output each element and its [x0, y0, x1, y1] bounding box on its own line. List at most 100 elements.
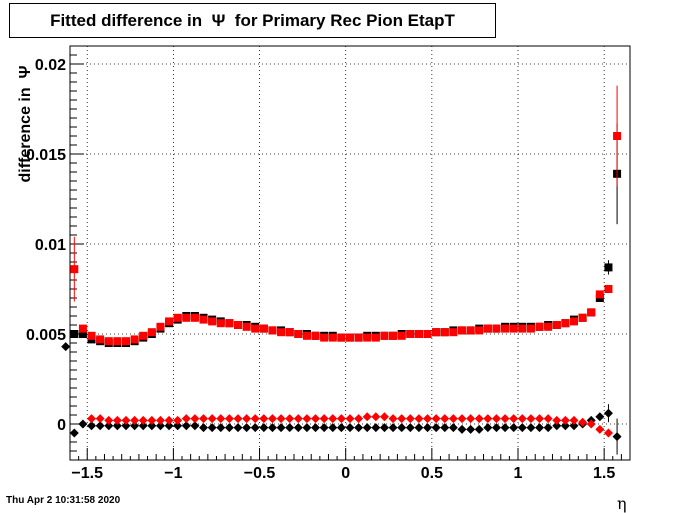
data-point: [552, 415, 562, 425]
data-point: [173, 415, 183, 425]
data-point: [535, 423, 545, 433]
data-point: [336, 414, 346, 424]
data-point: [466, 424, 476, 434]
data-point: [233, 414, 243, 424]
data-point: [251, 324, 260, 333]
data-point: [604, 285, 613, 293]
data-point: [285, 414, 295, 424]
data-point: [604, 263, 613, 272]
data-point: [544, 322, 553, 331]
data-point: [526, 414, 536, 424]
data-point: [302, 414, 312, 424]
data-point: [139, 331, 148, 340]
data-point: [397, 423, 407, 433]
data-point: [121, 421, 131, 431]
data-point: [199, 315, 208, 324]
data-point: [164, 421, 174, 431]
data-point: [276, 414, 286, 424]
data-point: [595, 290, 604, 299]
data-point: [388, 414, 398, 424]
data-point: [345, 423, 355, 433]
series-3: [87, 412, 613, 438]
data-point: [371, 412, 381, 422]
data-point: [113, 337, 122, 346]
data-point: [603, 428, 613, 438]
data-point: [483, 414, 493, 424]
data-point: [517, 414, 527, 424]
data-point: [208, 317, 217, 326]
series-1: [70, 85, 622, 346]
data-point: [560, 421, 570, 431]
data-point: [449, 328, 458, 337]
data-point: [328, 423, 338, 433]
x-tick-label: 1.5: [593, 465, 615, 482]
data-point: [190, 313, 199, 322]
data-point: [595, 424, 605, 434]
data-point: [311, 331, 320, 340]
y-axis-label: difference in Ψ: [17, 65, 34, 183]
data-point: [165, 317, 174, 326]
data-point: [155, 421, 165, 431]
data-point: [345, 414, 355, 424]
data-point: [164, 415, 174, 425]
data-point: [474, 414, 484, 424]
data-point: [147, 421, 157, 431]
x-tick-label: −1: [164, 465, 182, 482]
data-point: [234, 321, 242, 329]
data-point: [216, 319, 225, 328]
x-tick-label: 0.5: [421, 465, 443, 482]
data-point: [285, 328, 294, 337]
data-point: [561, 319, 570, 328]
data-point: [474, 424, 484, 434]
data-point: [112, 421, 122, 431]
data-point: [285, 423, 295, 433]
data-point: [233, 423, 243, 433]
data-point: [491, 414, 501, 424]
data-point: [414, 330, 423, 338]
data-point: [320, 333, 329, 342]
data-point: [121, 415, 131, 425]
data-point: [501, 324, 510, 333]
data-point: [431, 414, 441, 424]
data-point: [483, 324, 492, 333]
data-point: [371, 333, 380, 342]
data-point: [181, 421, 191, 431]
data-point: [259, 414, 269, 424]
data-point: [302, 331, 311, 340]
data-point: [346, 333, 354, 342]
data-point: [242, 414, 252, 424]
data-point: [517, 423, 527, 433]
data-point: [587, 308, 596, 317]
data-point: [259, 423, 269, 433]
data-point: [578, 417, 588, 427]
data-point: [535, 322, 544, 331]
data-point: [543, 423, 553, 433]
data-point: [69, 428, 79, 438]
data-point: [250, 414, 260, 424]
data-point: [423, 330, 432, 338]
data-point: [603, 408, 613, 418]
data-point: [423, 423, 433, 433]
x-tick-label: −0.5: [244, 465, 276, 482]
data-point: [156, 322, 165, 331]
plot-frame: [69, 45, 631, 461]
data-point: [457, 424, 467, 434]
data-point: [440, 414, 450, 424]
data-point: [224, 423, 234, 433]
data-point: [147, 328, 156, 337]
data-point: [95, 414, 105, 424]
data-point: [379, 423, 389, 433]
data-point: [155, 415, 165, 425]
data-point: [138, 415, 148, 425]
data-point: [388, 423, 398, 433]
data-point: [87, 331, 96, 340]
data-point: [379, 412, 389, 422]
data-point: [440, 423, 450, 433]
x-tick-label: 1: [514, 465, 523, 482]
data-point: [492, 324, 501, 333]
data-point: [199, 423, 209, 433]
data-point: [87, 414, 97, 424]
data-point: [311, 414, 321, 424]
data-point: [328, 333, 337, 342]
data-point: [440, 328, 449, 337]
